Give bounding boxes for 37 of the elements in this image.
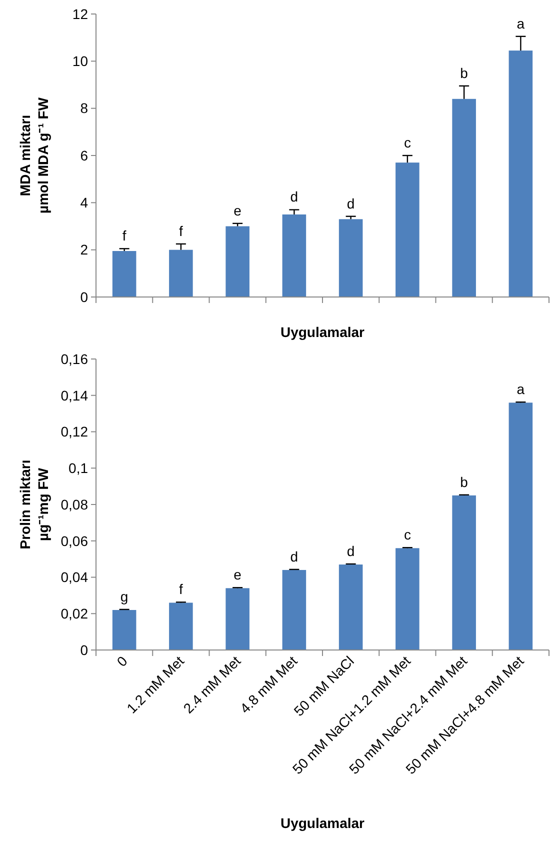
data-label: b (460, 474, 468, 490)
y-tick-label: 0,12 (60, 424, 88, 440)
y-tick-label: 2 (80, 242, 88, 258)
y-tick-label: 0,1 (68, 460, 88, 476)
data-label: e (234, 202, 242, 218)
y-tick-label: 10 (72, 53, 88, 70)
y-tick-label: 6 (80, 147, 88, 164)
data-label: f (178, 581, 183, 598)
y-tick-label: 0,16 (60, 350, 88, 367)
y-axis-title: Prolin miktarı µg⁻¹mg FW (17, 460, 51, 550)
x-axis-title: Uygulamalar (280, 815, 366, 831)
y-tick-label: 4 (80, 194, 88, 211)
y-tick-label: 0 (80, 288, 88, 305)
data-label: c (404, 134, 411, 150)
data-label: c (404, 526, 411, 543)
data-label: d (346, 195, 355, 212)
y-axis-title: MDA miktarı µmol MDA g⁻¹ FW (17, 96, 51, 214)
data-label: d (290, 548, 298, 564)
y-tick-label: 0,02 (60, 606, 88, 622)
y-tick-label: 0 (80, 642, 88, 658)
data-label: f (178, 222, 183, 239)
y-tick-label: 8 (80, 100, 88, 116)
data-label: a (516, 381, 525, 398)
y-tick-label: 0,06 (60, 532, 88, 549)
data-label: e (234, 566, 242, 583)
x-axis-title: Uygulamalar (280, 324, 366, 340)
y-tick-label: 12 (72, 6, 88, 22)
y-tick-label: 0,08 (60, 496, 88, 512)
y-tick-label: 0,14 (60, 387, 88, 404)
data-label: d (346, 542, 355, 559)
data-label: f (122, 228, 126, 244)
data-label: d (290, 188, 298, 205)
data-label: a (516, 15, 525, 32)
data-label: g (120, 588, 128, 604)
x-tick-label: 0 (114, 652, 131, 670)
y-tick-label: 0,04 (60, 569, 88, 586)
data-label: b (460, 64, 468, 81)
